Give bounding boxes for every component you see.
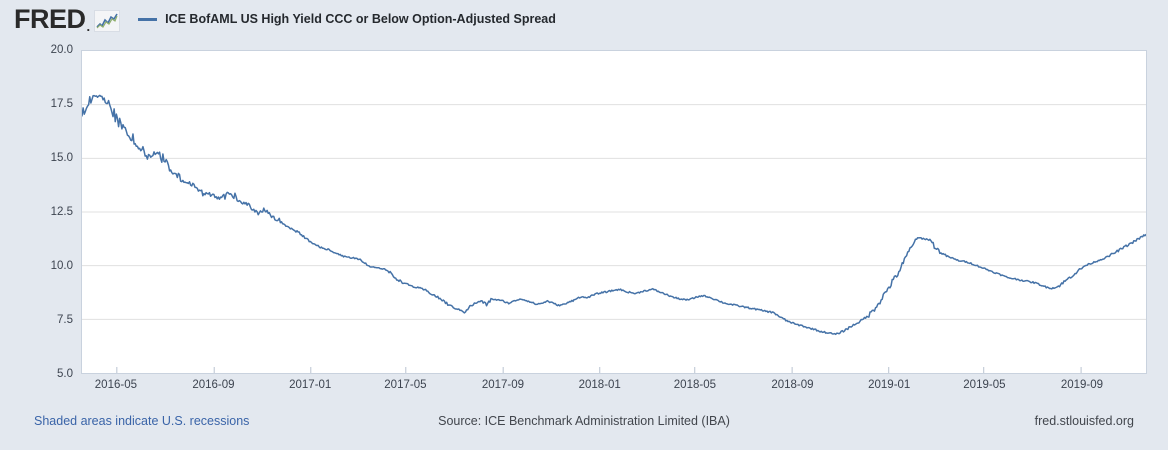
fred-logo[interactable]: FRED . (14, 4, 121, 34)
y-tick-label: 20.0 (50, 44, 73, 56)
x-tick-label: 2019-05 (963, 379, 1006, 391)
mini-line-chart-icon (94, 10, 121, 32)
plot-area[interactable] (81, 50, 1147, 374)
y-tick-label: 12.5 (50, 206, 73, 218)
fred-logo-text: FRED (14, 4, 86, 34)
x-tick-label: 2019-01 (868, 379, 911, 391)
x-tick-label: 2018-05 (673, 379, 716, 391)
x-tick-label: 2017-05 (384, 379, 427, 391)
x-tick-label: 2016-09 (192, 379, 235, 391)
x-tick-label: 2017-01 (289, 379, 332, 391)
y-tick-label: 5.0 (57, 368, 73, 380)
chart-legend: ICE BofAML US High Yield CCC or Below Op… (138, 12, 556, 26)
x-gridlines (117, 367, 1081, 373)
series-line-ccc-spread (82, 95, 1146, 334)
y-tick-label: 10.0 (50, 260, 73, 272)
y-tick-label: 7.5 (57, 314, 73, 326)
series-plot (82, 51, 1146, 373)
x-tick-label: 2017-09 (481, 379, 525, 391)
x-tick-label: 2018-01 (578, 379, 621, 391)
chart-header: FRED . ICE BofAML US High Yield CCC or B… (0, 0, 1168, 38)
source-note: Source: ICE Benchmark Administration Lim… (438, 414, 730, 428)
legend-color-swatch (138, 17, 158, 21)
x-tick-label: 2018-09 (771, 379, 814, 391)
x-tick-label: 2019-09 (1060, 379, 1104, 391)
x-tick-label: 2016-05 (94, 379, 137, 391)
site-url: fred.stlouisfed.org (1034, 414, 1134, 428)
recession-note-link[interactable]: Shaded areas indicate U.S. recessions (34, 414, 250, 428)
gridlines (82, 105, 1146, 320)
y-tick-label: 15.0 (50, 152, 73, 164)
legend-series-label: ICE BofAML US High Yield CCC or Below Op… (165, 12, 556, 26)
y-tick-label: 17.5 (50, 98, 73, 110)
chart-footer: Shaded areas indicate U.S. recessions So… (0, 414, 1168, 434)
fred-logo-dot: . (86, 19, 91, 34)
